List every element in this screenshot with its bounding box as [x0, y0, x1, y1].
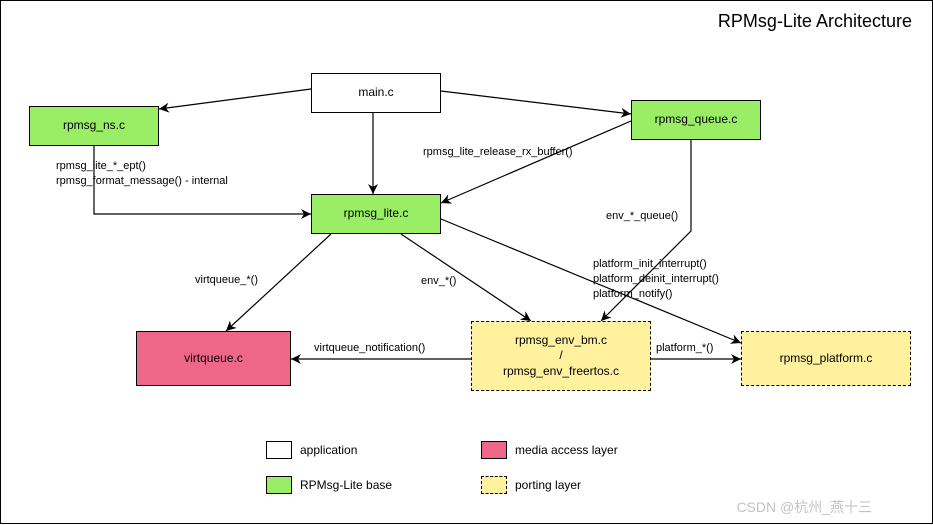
edge-queue-lite — [441, 121, 631, 203]
diagram-canvas: RPMsg-Lite Architecture main.c rpmsg_ns.c… — [0, 0, 933, 524]
edge-main-ns — [159, 89, 311, 109]
edge-label-env-plat: platform_*() — [656, 341, 713, 356]
edge-label-env-virtq: virtqueue_notification() — [314, 341, 425, 356]
legend-item: application — [266, 441, 357, 459]
node-ns: rpmsg_ns.c — [29, 106, 159, 146]
legend-item: media access layer — [481, 441, 618, 459]
edge-label-queue-env: env_*_queue() — [606, 209, 678, 224]
legend-item: RPMsg-Lite base — [266, 476, 392, 494]
legend-label: media access layer — [515, 443, 618, 457]
legend-swatch — [481, 476, 507, 494]
diagram-title: RPMsg-Lite Architecture — [718, 11, 912, 32]
node-env: rpmsg_env_bm.c / rpmsg_env_freertos.c — [471, 321, 651, 391]
node-main: main.c — [311, 73, 441, 113]
legend-swatch — [481, 441, 507, 459]
legend-swatch — [266, 441, 292, 459]
edge-label-ns-lite: rpmsg_lite_*_ept() rpmsg_format_message(… — [56, 159, 228, 189]
legend-item: porting layer — [481, 476, 581, 494]
edge-label-lite-env: env_*() — [421, 274, 456, 289]
node-lite: rpmsg_lite.c — [311, 194, 441, 234]
edge-label-lite-virtq: virtqueue_*() — [195, 273, 258, 288]
edges-layer — [1, 1, 933, 525]
node-plat: rpmsg_platform.c — [741, 331, 911, 386]
legend-label: RPMsg-Lite base — [300, 478, 392, 492]
watermark: CSDN @杭州_燕十三 — [736, 497, 872, 517]
node-queue: rpmsg_queue.c — [631, 100, 761, 140]
edge-label-lite-plat: platform_init_interrupt() platform_deini… — [593, 257, 719, 302]
edge-label-queue-lite: rpmsg_lite_release_rx_buffer() — [423, 145, 573, 160]
legend-label: application — [300, 443, 357, 457]
legend-swatch — [266, 476, 292, 494]
edge-main-queue — [441, 91, 631, 114]
node-virtq: virtqueue.c — [136, 331, 291, 386]
legend-label: porting layer — [515, 478, 581, 492]
